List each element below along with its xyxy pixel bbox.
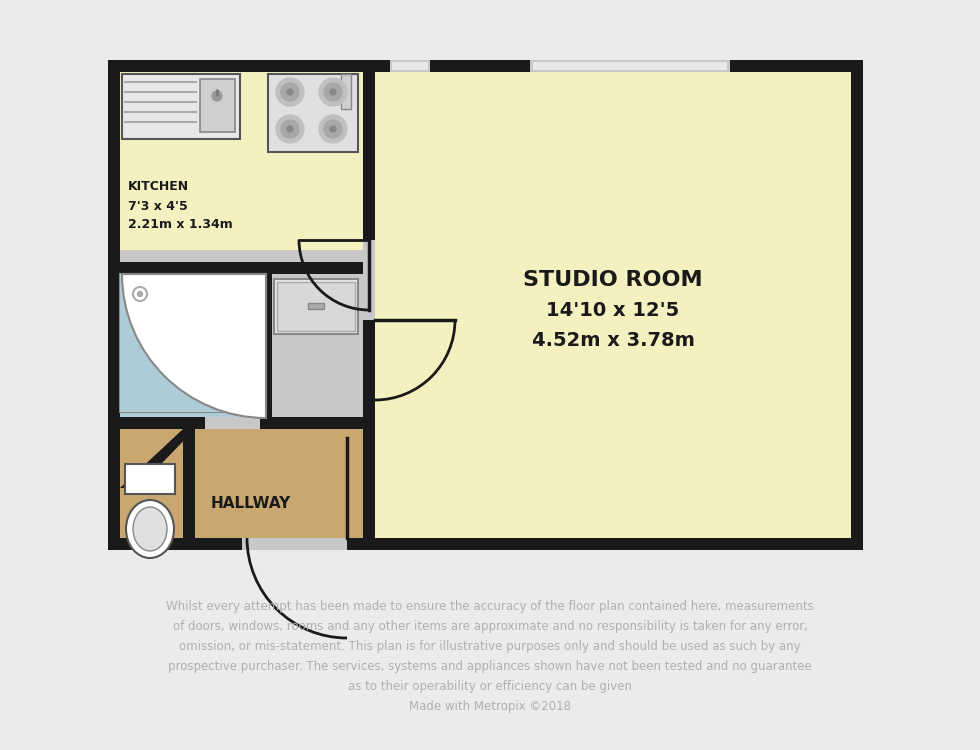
Text: STUDIO ROOM: STUDIO ROOM: [523, 270, 703, 290]
Bar: [108, 60, 863, 550]
Bar: [122, 74, 240, 139]
Bar: [268, 74, 358, 152]
Circle shape: [330, 126, 336, 132]
Text: 14'10 x 12'5: 14'10 x 12'5: [547, 301, 679, 320]
Wedge shape: [122, 274, 266, 418]
Bar: [183, 429, 195, 550]
Bar: [277, 282, 355, 331]
Text: 2.21m x 1.34m: 2.21m x 1.34m: [128, 218, 233, 232]
Polygon shape: [120, 429, 195, 488]
Circle shape: [324, 83, 342, 101]
Bar: [120, 274, 266, 412]
Bar: [260, 262, 272, 429]
Circle shape: [287, 126, 293, 132]
Bar: [363, 320, 375, 550]
Bar: [390, 60, 430, 72]
Bar: [392, 62, 428, 70]
Bar: [108, 262, 363, 274]
Circle shape: [324, 120, 342, 138]
Ellipse shape: [133, 507, 167, 551]
Bar: [530, 60, 730, 72]
Circle shape: [276, 115, 304, 143]
Bar: [108, 417, 205, 429]
Circle shape: [212, 91, 222, 101]
Bar: [242, 538, 347, 550]
Text: Whilst every attempt has been made to ensure the accuracy of the floor plan cont: Whilst every attempt has been made to en…: [167, 600, 813, 713]
Circle shape: [281, 83, 299, 101]
Bar: [341, 74, 351, 109]
Circle shape: [330, 89, 336, 95]
Ellipse shape: [126, 500, 174, 558]
Bar: [363, 60, 375, 240]
Text: 7'3 x 4'5: 7'3 x 4'5: [128, 200, 188, 214]
Circle shape: [281, 120, 299, 138]
Text: HALLWAY: HALLWAY: [211, 496, 291, 511]
Text: 4.52m x 3.78m: 4.52m x 3.78m: [531, 331, 695, 350]
Bar: [125, 464, 175, 494]
Bar: [120, 274, 272, 417]
Circle shape: [319, 78, 347, 106]
Circle shape: [287, 89, 293, 95]
Circle shape: [137, 292, 142, 296]
Bar: [120, 429, 363, 538]
Text: KITCHEN: KITCHEN: [128, 181, 189, 194]
Bar: [120, 274, 266, 412]
Bar: [200, 79, 235, 132]
Bar: [272, 417, 363, 429]
Bar: [120, 72, 363, 250]
Bar: [308, 303, 324, 309]
Bar: [120, 72, 851, 538]
Circle shape: [276, 78, 304, 106]
Bar: [375, 72, 851, 538]
Bar: [274, 279, 358, 334]
Circle shape: [319, 115, 347, 143]
Bar: [533, 62, 727, 70]
